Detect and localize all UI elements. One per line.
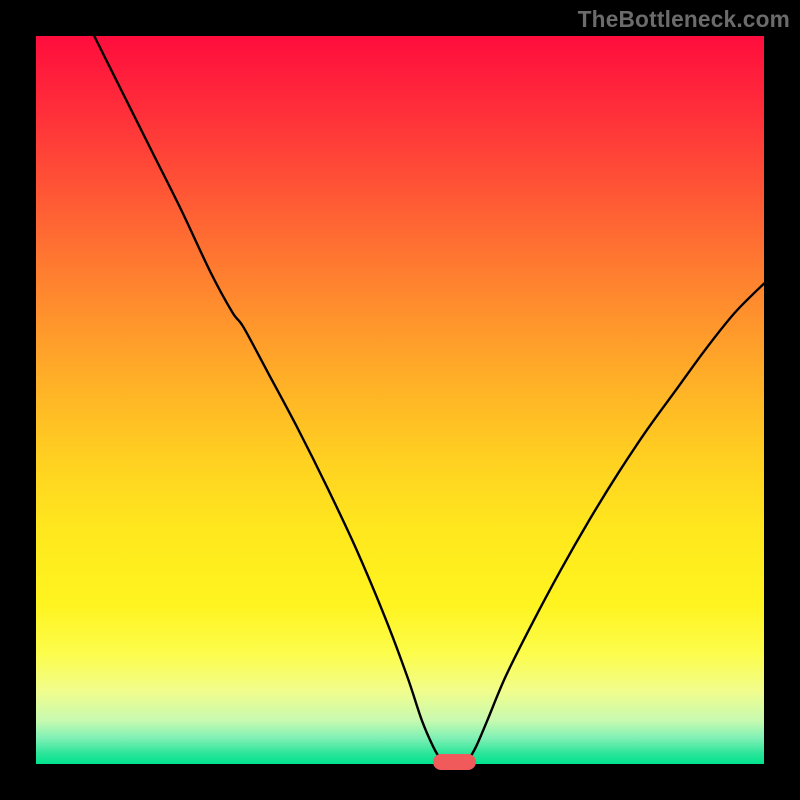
plot-area [36,36,764,764]
curve-overlay [36,36,764,764]
chart-stage: TheBottleneck.com [0,0,800,800]
watermark-text: TheBottleneck.com [578,6,790,33]
bottleneck-curve [94,36,764,763]
optimal-point-marker [433,754,477,770]
